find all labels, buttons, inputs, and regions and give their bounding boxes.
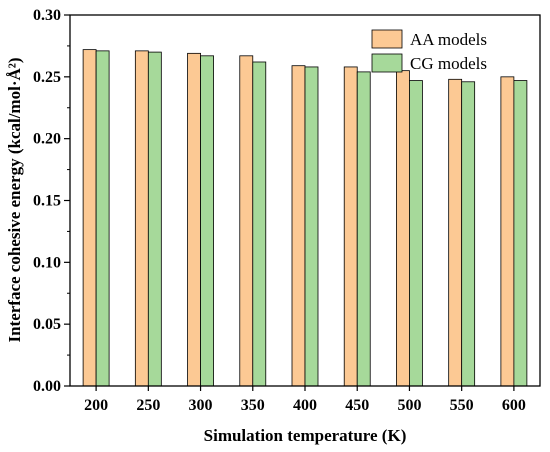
- plot-frame: [69, 14, 541, 387]
- bar-aa-models-400: [291, 65, 306, 387]
- bar-aa-models-200: [82, 49, 97, 387]
- bar-aa-models-450: [343, 66, 358, 387]
- x-tick-label: 550: [450, 397, 474, 414]
- legend-swatch-cg-models: [371, 53, 403, 73]
- bar-cg-models-300: [200, 55, 214, 387]
- x-tick-label: 400: [293, 397, 317, 414]
- bar-aa-models-600: [500, 76, 515, 387]
- bar-cg-models-200: [95, 50, 110, 387]
- bar-cg-models-450: [356, 71, 371, 387]
- x-tick-label: 500: [397, 397, 421, 414]
- legend: AA models CG models: [371, 29, 487, 73]
- bar-aa-models-500: [396, 70, 410, 387]
- bar-cg-models-250: [147, 51, 162, 387]
- bar-cg-models-600: [513, 80, 528, 387]
- y-tick-label: 0.00: [33, 378, 61, 395]
- x-tick-label: 350: [241, 397, 265, 414]
- x-tick-label: 600: [502, 397, 526, 414]
- x-axis-ticks: 200 250 300 350 400 450 500 550 600: [84, 386, 526, 414]
- legend-label-cg-models: CG models: [410, 54, 487, 73]
- x-tick-label: 200: [84, 397, 108, 414]
- bars-layer: [82, 49, 528, 387]
- y-axis-title: Interface cohesive energy (kcal/mol·Å²): [5, 57, 24, 342]
- x-axis-title: Simulation temperature (K): [204, 426, 407, 445]
- bar-cg-models-400: [304, 66, 319, 387]
- x-tick-label: 250: [136, 397, 160, 414]
- x-tick-label: 450: [345, 397, 369, 414]
- bar-cg-models-550: [461, 81, 476, 387]
- bar-aa-models-550: [448, 78, 463, 387]
- bar-cg-models-500: [409, 80, 423, 387]
- bar-cg-models-350: [252, 61, 267, 387]
- y-tick-label: 0.15: [33, 193, 61, 210]
- y-tick-label: 0.20: [33, 131, 61, 148]
- y-tick-label: 0.30: [33, 7, 61, 24]
- y-axis-ticks: 0.00 0.05 0.10 0.15 0.20 0.25 0.30: [33, 7, 70, 395]
- y-tick-label: 0.25: [33, 69, 61, 86]
- legend-swatch-aa-models: [371, 29, 403, 49]
- bar-aa-models-250: [134, 50, 149, 387]
- y-tick-label: 0.05: [33, 316, 61, 333]
- bar-aa-models-300: [187, 52, 201, 387]
- x-tick-label: 300: [189, 397, 213, 414]
- bar-aa-models-350: [239, 55, 254, 387]
- y-tick-label: 0.10: [33, 254, 61, 271]
- legend-label-aa-models: AA models: [410, 30, 487, 49]
